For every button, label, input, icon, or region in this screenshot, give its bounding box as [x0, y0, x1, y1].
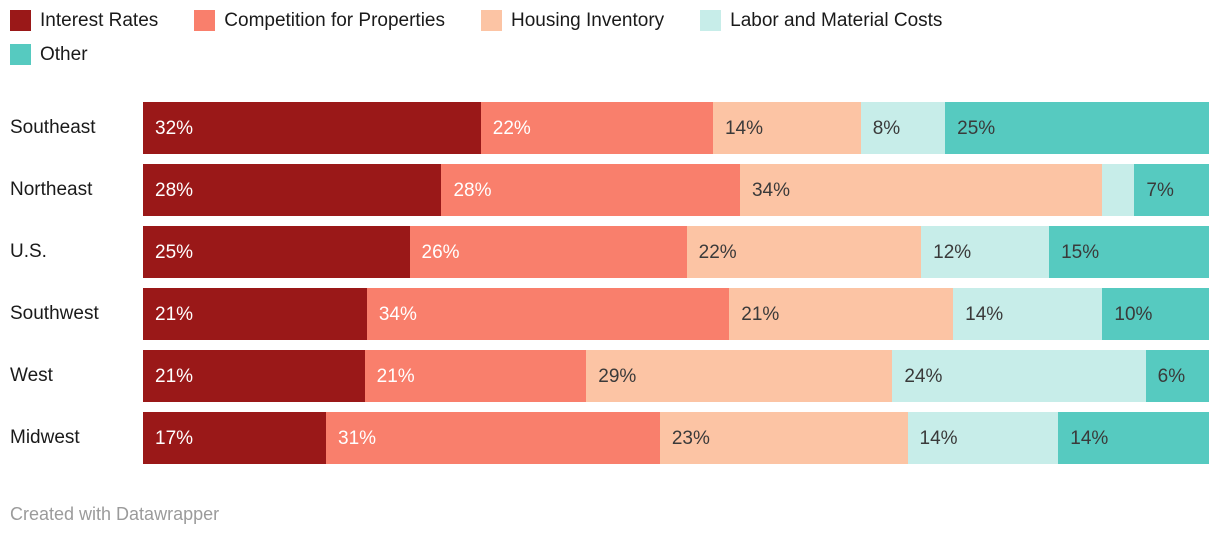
bar-segment: 21% [364, 350, 587, 402]
bar-value-label: 24% [904, 365, 943, 387]
chart-row: Northeast 28% 28% 34% 7% [0, 164, 1210, 216]
bar-value-label: 6% [1157, 365, 1186, 387]
legend-swatch-icon [700, 10, 722, 31]
bar-segment: 22% [480, 102, 713, 154]
bar-segment: 21% [143, 288, 367, 340]
bar-segment: 32% [143, 102, 481, 154]
bar-segment [1102, 164, 1135, 216]
chart-row: Midwest 17% 31% 23% 14% 14% [0, 412, 1209, 464]
bar-value-label: 21% [741, 303, 780, 325]
stacked-bar: 21% 21% 29% 24% 6% [143, 350, 1209, 402]
bar-segment: 14% [1058, 412, 1209, 464]
bar-value-label: 15% [1061, 241, 1100, 263]
stacked-bar: 32% 22% 14% 8% 25% [143, 102, 1210, 154]
legend-item: Interest Rates [10, 10, 158, 31]
bar-segment: 34% [366, 288, 730, 340]
bar-value-label: 17% [155, 427, 194, 449]
bar-segment: 29% [586, 350, 893, 402]
bar-value-label: 10% [1114, 303, 1153, 325]
bar-value-label: 22% [698, 241, 737, 263]
stacked-bar: 25% 26% 22% 12% 15% [143, 226, 1209, 278]
bar-segment: 25% [143, 226, 410, 278]
bar-value-label: 34% [378, 303, 417, 325]
bar-value-label: 14% [965, 303, 1004, 325]
datawrapper-credit-link[interactable]: Created with Datawrapper [10, 504, 220, 524]
bar-segment: 8% [860, 102, 946, 154]
bar-segment: 28% [143, 164, 442, 216]
bar-value-label: 22% [492, 117, 531, 139]
bar-segment: 7% [1134, 164, 1210, 216]
bar-segment: 14% [907, 412, 1059, 464]
legend-item: Housing Inventory [481, 10, 664, 31]
bar-segment: 23% [659, 412, 908, 464]
bar-segment: 17% [143, 412, 327, 464]
bar-value-label: 34% [751, 179, 790, 201]
chart-row: Southeast 32% 22% 14% 8% 25% [0, 102, 1210, 154]
bar-value-label: 7% [1146, 179, 1174, 201]
bar-segment: 6% [1145, 350, 1209, 402]
chart-row: U.S. 25% 26% 22% 12% 15% [0, 226, 1209, 278]
bar-value-label: 8% [872, 117, 901, 139]
bar-value-label: 25% [957, 117, 996, 139]
bar-segment: 31% [326, 412, 660, 464]
legend-swatch-icon [194, 10, 216, 31]
legend-item: Labor and Material Costs [700, 10, 942, 31]
bar-segment: 28% [441, 164, 740, 216]
legend-label: Interest Rates [40, 10, 159, 31]
chart-row: West 21% 21% 29% 24% 6% [0, 350, 1209, 402]
legend-label: Competition for Properties [224, 10, 445, 31]
legend-item: Competition for Properties [194, 10, 445, 31]
bar-value-label: 12% [933, 241, 972, 263]
legend: Interest Rates Competition for Properties… [10, 10, 1020, 65]
bar-value-label: 21% [376, 365, 415, 387]
bar-value-label: 25% [155, 241, 194, 263]
bar-segment: 21% [729, 288, 954, 340]
stacked-bar-chart: Southeast 32% 22% 14% 8% 25% Northeast 28% 28% 34… [0, 102, 1220, 474]
bar-value-label: 14% [724, 117, 763, 139]
bar-value-label: 26% [421, 241, 460, 263]
bar-value-label: 23% [671, 427, 710, 449]
bar-segment: 22% [686, 226, 922, 278]
row-label: Southeast [10, 117, 96, 138]
row-label: Midwest [10, 427, 80, 448]
bar-value-label: 14% [919, 427, 958, 449]
legend-label: Labor and Material Costs [730, 10, 943, 31]
bar-segment: 24% [892, 350, 1146, 402]
legend-item: Other [10, 44, 88, 65]
chart-row: Southwest 21% 34% 21% 14% 10% [0, 288, 1209, 340]
legend-swatch-icon [10, 44, 31, 65]
bar-value-label: 31% [338, 427, 377, 449]
legend-label: Other [40, 44, 88, 65]
bar-value-label: 21% [155, 365, 194, 387]
row-label: West [10, 365, 53, 386]
bar-segment: 10% [1102, 288, 1209, 340]
row-label: U.S. [10, 241, 47, 262]
bar-segment: 26% [409, 226, 687, 278]
bar-value-label: 32% [155, 117, 194, 139]
bar-value-label: 28% [155, 179, 194, 201]
row-label: Northeast [10, 179, 93, 200]
bar-segment: 21% [143, 350, 365, 402]
legend-swatch-icon [481, 10, 502, 31]
bar-segment: 25% [945, 102, 1210, 154]
bar-value-label: 28% [453, 179, 492, 201]
bar-segment: 12% [921, 226, 1050, 278]
legend-label: Housing Inventory [511, 10, 665, 31]
stacked-bar: 17% 31% 23% 14% 14% [143, 412, 1209, 464]
stacked-bar: 21% 34% 21% 14% 10% [143, 288, 1209, 340]
bar-value-label: 14% [1070, 427, 1109, 449]
stacked-bar: 28% 28% 34% 7% [143, 164, 1210, 216]
bar-value-label: 21% [155, 303, 194, 325]
row-label: Southwest [10, 303, 99, 324]
bar-segment: 14% [953, 288, 1103, 340]
legend-swatch-icon [10, 10, 31, 31]
bar-value-label: 29% [598, 365, 637, 387]
bar-segment: 14% [712, 102, 861, 154]
bar-segment: 15% [1049, 226, 1209, 278]
bar-segment: 34% [739, 164, 1103, 216]
